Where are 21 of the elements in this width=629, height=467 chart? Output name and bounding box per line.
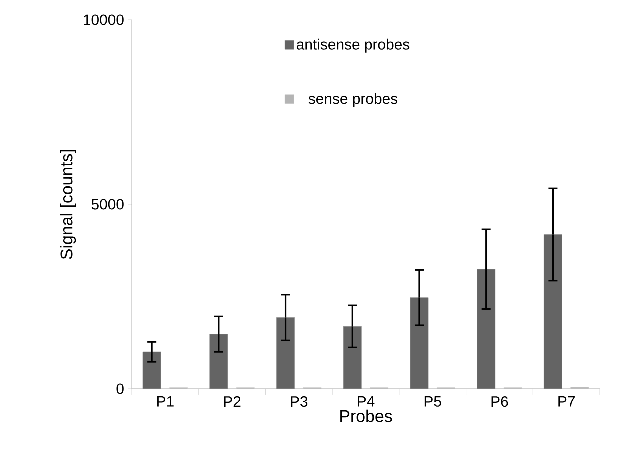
legend-label: antisense probes [296, 38, 410, 53]
x-tick-label: P3 [291, 396, 308, 408]
bar [210, 334, 228, 389]
x-tick-label: P6 [492, 396, 508, 408]
bar [343, 326, 362, 389]
bar [544, 234, 562, 389]
bar [276, 318, 295, 389]
x-tick-label: P2 [224, 396, 241, 407]
x-axis-title: Probes [340, 410, 392, 422]
x-tick-label: P4 [358, 396, 375, 407]
bar [410, 298, 429, 389]
y-tick-label: 0 [116, 384, 124, 394]
y-axis-title: Signal [counts] [60, 150, 76, 260]
bar [477, 269, 496, 389]
x-tick-label: P7 [558, 396, 575, 407]
x-tick-label: P5 [424, 396, 442, 407]
x-tick-label: P1 [158, 396, 174, 407]
y-tick-label: 10000 [84, 14, 124, 26]
y-tick-label: 5000 [92, 199, 124, 210]
legend-label: sense probes [308, 93, 398, 108]
bar [142, 352, 162, 389]
